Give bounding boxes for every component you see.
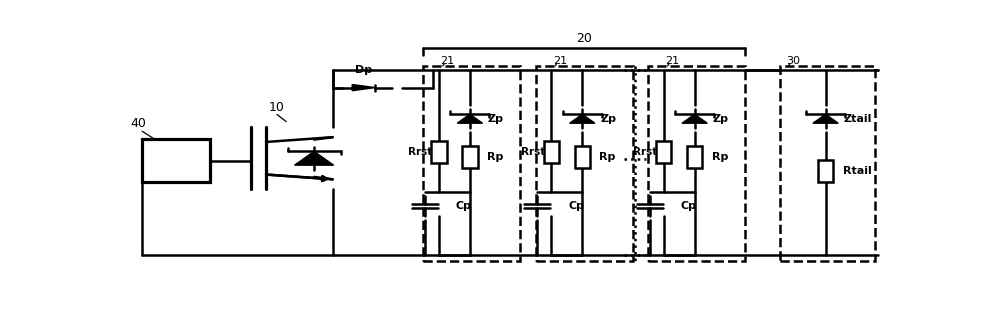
Text: Dp: Dp: [355, 65, 372, 75]
Text: Rtail: Rtail: [843, 166, 871, 176]
Polygon shape: [457, 114, 483, 123]
Text: Rrst: Rrst: [521, 147, 545, 157]
Text: 21: 21: [665, 56, 679, 66]
Text: Cp: Cp: [681, 201, 697, 211]
Polygon shape: [295, 151, 334, 165]
Bar: [818, 160, 833, 182]
Text: 10: 10: [269, 101, 285, 114]
Polygon shape: [352, 85, 375, 91]
Text: Rp: Rp: [712, 152, 728, 162]
Text: 30: 30: [786, 56, 800, 66]
Text: 40: 40: [130, 117, 146, 130]
Bar: [462, 146, 478, 168]
Bar: [648, 66, 745, 261]
Polygon shape: [570, 114, 595, 123]
Bar: [536, 66, 633, 261]
Bar: [780, 66, 875, 261]
Bar: [656, 142, 671, 163]
Polygon shape: [682, 114, 707, 123]
Bar: [142, 139, 210, 182]
Text: Rp: Rp: [599, 152, 616, 162]
Text: Zp: Zp: [488, 114, 504, 124]
Text: 21: 21: [553, 56, 567, 66]
Text: Ztail: Ztail: [843, 114, 872, 124]
Text: 21: 21: [440, 56, 455, 66]
Bar: [431, 142, 447, 163]
Polygon shape: [813, 114, 838, 123]
Text: Zp: Zp: [712, 114, 728, 124]
Text: 20: 20: [576, 32, 592, 45]
Text: GDU: GDU: [161, 154, 191, 167]
Text: Cp: Cp: [456, 201, 472, 211]
Text: Rrst: Rrst: [408, 147, 433, 157]
Bar: [544, 142, 559, 163]
Bar: [574, 146, 590, 168]
Bar: [423, 66, 520, 261]
Text: Cp: Cp: [568, 201, 584, 211]
Text: Rp: Rp: [487, 152, 503, 162]
Text: Zp: Zp: [600, 114, 616, 124]
Bar: [687, 146, 702, 168]
Text: Rrst: Rrst: [633, 147, 657, 157]
